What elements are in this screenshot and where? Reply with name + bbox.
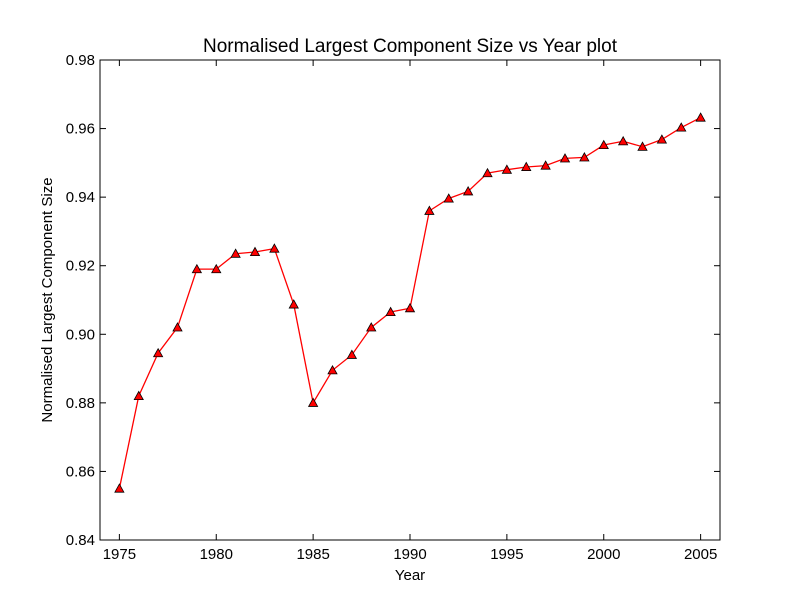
y-tick-label: 0.88 — [66, 395, 95, 412]
data-point-marker — [462, 185, 474, 196]
data-point-marker — [521, 161, 532, 171]
data-point-marker — [327, 364, 338, 375]
data-point-marker — [249, 246, 261, 257]
data-point-marker — [695, 112, 706, 122]
x-tick-label: 2000 — [587, 546, 620, 563]
data-point-marker — [579, 152, 590, 162]
data-point-marker — [559, 153, 571, 163]
x-tick-label: 1995 — [490, 546, 523, 563]
plot-area: 1975 1980 1985 1990 1995 2000 2005 0.840.860.8… — [66, 52, 721, 563]
data-point-marker — [637, 141, 648, 151]
x-axis: 1975 1980 1985 1990 1995 2000 2005 — [103, 60, 717, 563]
x-axis-label: Year — [395, 567, 425, 584]
data-point-marker — [230, 248, 241, 258]
chart-title: Normalised Largest Component Size vs Yea… — [203, 36, 618, 57]
data-point-marker — [424, 205, 435, 215]
plot-frame — [99, 59, 721, 541]
data-point-marker — [501, 164, 513, 174]
y-tick-label: 0.84 — [66, 532, 95, 549]
x-tick-label: 2005 — [684, 546, 717, 563]
data-point-marker — [598, 139, 609, 150]
x-tick-label: 1985 — [296, 546, 329, 563]
x-tick-label: 1990 — [393, 546, 426, 563]
data-point-marker — [152, 347, 164, 358]
y-tick-label: 0.90 — [66, 326, 95, 343]
data-point-marker — [307, 397, 319, 407]
y-tick-label: 0.96 — [66, 121, 95, 138]
y-axis: 0.84 0.86 0.88 0.90 0.92 0.94 0.96 0.98 — [66, 52, 720, 549]
data-point-marker — [133, 390, 144, 401]
data-point-marker — [366, 322, 377, 332]
data-point-marker — [288, 299, 299, 309]
data-point-marker — [676, 122, 687, 132]
data-point-marker — [482, 167, 493, 178]
series-group — [114, 112, 706, 493]
data-point-marker — [656, 134, 668, 144]
data-point-marker — [540, 160, 551, 170]
data-point-marker — [191, 263, 203, 274]
data-point-marker — [443, 193, 454, 203]
data-point-marker — [269, 243, 280, 253]
y-tick-label: 0.92 — [66, 258, 95, 275]
y-tick-label: 0.86 — [66, 463, 95, 480]
data-point-marker — [346, 349, 358, 359]
y-tick-label: 0.98 — [66, 52, 95, 69]
x-tick-label: 1975 — [103, 546, 136, 563]
data-point-marker — [114, 483, 125, 493]
data-point-marker — [617, 135, 629, 146]
data-point-marker — [211, 263, 222, 274]
data-point-marker — [385, 306, 396, 317]
x-tick-label: 1980 — [200, 546, 233, 563]
data-point-marker — [172, 322, 183, 332]
data-point-marker — [404, 302, 416, 313]
y-tick-label: 0.94 — [66, 189, 95, 206]
y-axis-label: Normalised Largest Component Size — [39, 177, 56, 422]
